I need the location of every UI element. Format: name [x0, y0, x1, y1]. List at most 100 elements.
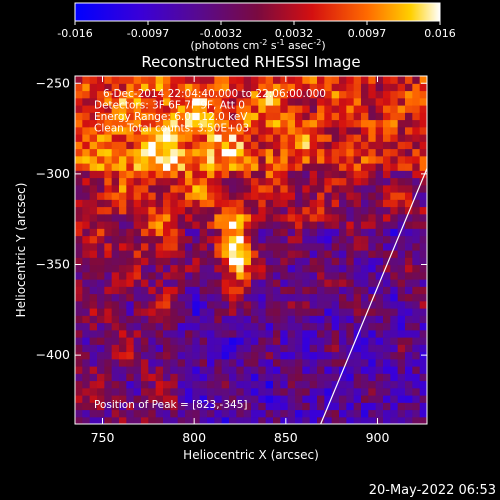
heatmap-cell — [207, 351, 215, 360]
heatmap-cell — [412, 250, 421, 258]
heatmap-cell — [375, 300, 384, 309]
heatmap-cell — [287, 199, 296, 208]
heatmap-cell — [265, 416, 274, 424]
heatmap-cell — [383, 228, 391, 237]
heatmap-cell — [97, 373, 105, 382]
heatmap-cell — [199, 300, 208, 309]
heatmap-cell — [324, 395, 333, 403]
heatmap-cell — [405, 387, 413, 396]
heatmap-cell — [192, 192, 201, 200]
heatmap-cell — [89, 206, 98, 215]
heatmap-cell — [126, 134, 135, 142]
heatmap-cell — [273, 293, 281, 302]
heatmap-cell — [97, 221, 105, 229]
heatmap-cell — [251, 228, 259, 237]
heatmap-cell — [339, 373, 347, 382]
heatmap-cell — [192, 199, 201, 208]
heatmap-cell — [89, 329, 98, 338]
heatmap-cell — [104, 395, 113, 403]
heatmap-cell — [97, 90, 105, 99]
heatmap-cell — [412, 366, 421, 374]
heatmap-cell — [148, 380, 157, 389]
heatmap-cell — [390, 402, 399, 411]
heatmap-cell — [82, 366, 91, 374]
heatmap-cell — [148, 235, 157, 244]
heatmap-cell — [309, 373, 318, 382]
heatmap-cell — [192, 322, 201, 331]
heatmap-cell — [302, 206, 311, 215]
heatmap-cell — [346, 286, 355, 295]
heatmap-cell — [390, 380, 399, 389]
heatmap-cell — [346, 409, 355, 418]
heatmap-cell — [280, 242, 289, 251]
heatmap-cell — [412, 155, 421, 164]
heatmap-cell — [295, 344, 303, 353]
heatmap-cell — [126, 126, 135, 135]
heatmap-cell — [412, 279, 421, 287]
heatmap-cell — [265, 192, 274, 200]
heatmap-cell — [346, 337, 355, 345]
heatmap-cell — [155, 409, 164, 418]
heatmap-cell — [82, 177, 91, 186]
heatmap-cell — [251, 293, 259, 302]
heatmap-cell — [273, 242, 281, 251]
heatmap-cell — [317, 163, 325, 171]
heatmap-cell — [207, 206, 215, 215]
heatmap-cell — [265, 344, 274, 353]
heatmap-cell — [214, 387, 223, 396]
heatmap-cell — [353, 119, 362, 128]
heatmap-cell — [353, 148, 362, 157]
heatmap-cell — [295, 416, 303, 424]
heatmap-cell — [324, 97, 333, 106]
heatmap-cell — [97, 351, 105, 360]
heatmap-cell — [397, 192, 406, 200]
heatmap-cell — [353, 416, 362, 424]
heatmap-cell — [353, 395, 362, 403]
heatmap-cell — [412, 329, 421, 338]
heatmap-cell — [317, 395, 325, 403]
heatmap-cell — [141, 148, 149, 157]
heatmap-cell — [265, 112, 274, 121]
heatmap-cell — [324, 119, 333, 128]
heatmap-cell — [309, 155, 318, 164]
heatmap-cell — [302, 90, 311, 99]
heatmap-cell — [309, 235, 318, 244]
heatmap-cell — [221, 344, 230, 353]
heatmap-cell — [295, 141, 303, 150]
heatmap-cell — [236, 148, 245, 157]
heatmap-cell — [82, 213, 91, 222]
heatmap-cell — [97, 126, 105, 135]
heatmap-cell — [324, 90, 333, 99]
heatmap-cell — [368, 221, 377, 229]
heatmap-cell — [214, 358, 223, 367]
heatmap-cell — [368, 192, 377, 200]
heatmap-cell — [133, 206, 142, 215]
heatmap-cell — [368, 395, 377, 403]
heatmap-cell — [353, 308, 362, 316]
heatmap-cell — [302, 199, 311, 208]
heatmap-cell — [82, 134, 91, 142]
heatmap-cell — [368, 257, 377, 266]
heatmap-cell — [273, 416, 281, 424]
heatmap-cell — [192, 112, 201, 121]
heatmap-cell — [353, 170, 362, 179]
heatmap-cell — [177, 380, 186, 389]
heatmap-cell — [133, 315, 142, 324]
heatmap-cell — [412, 105, 421, 113]
heatmap-cell — [221, 358, 230, 367]
heatmap-cell — [375, 286, 384, 295]
heatmap-cell — [390, 366, 399, 374]
heatmap-cell — [126, 155, 135, 164]
heatmap-cell — [287, 308, 296, 316]
heatmap-cell — [412, 206, 421, 215]
heatmap-cell — [405, 126, 413, 135]
heatmap-cell — [148, 177, 157, 186]
heatmap-cell — [126, 351, 135, 360]
heatmap-cell — [353, 177, 362, 186]
heatmap-cell — [339, 141, 347, 150]
heatmap-cell — [214, 134, 223, 142]
heatmap-cell — [111, 242, 120, 251]
heatmap-cell — [243, 387, 252, 396]
heatmap-cell — [221, 271, 230, 280]
heatmap-cell — [287, 387, 296, 396]
